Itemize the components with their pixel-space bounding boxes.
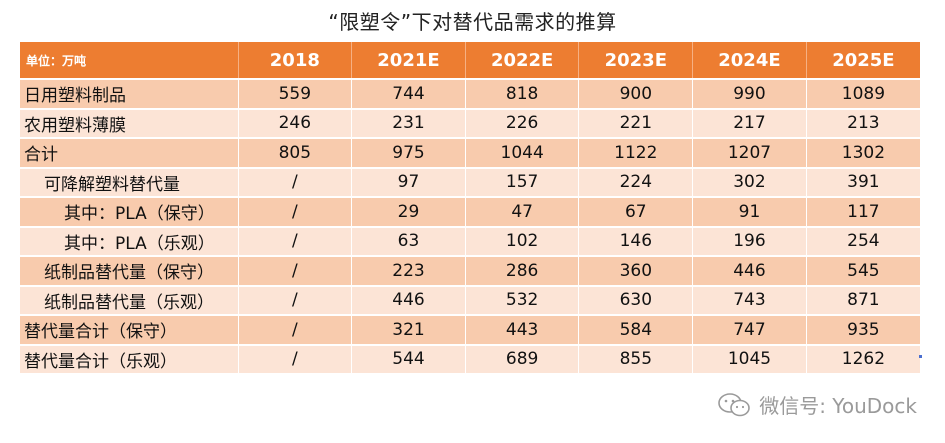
col-header: 2023E: [578, 42, 694, 79]
table-cell: 990: [692, 78, 807, 109]
table-row: 合计 805 975 1044 1122 1207 1302: [20, 137, 920, 168]
watermark-text: 微信号: YouDock: [759, 394, 917, 418]
table-cell: 246: [238, 107, 353, 138]
table-cell: 871: [806, 284, 920, 315]
table-cell: 975: [351, 137, 466, 168]
demand-table: 单位：万吨 2018 2021E 2022E 2023E 2024E 2025E…: [20, 42, 920, 373]
table-row: 纸制品替代量（保守） / 223 286 360 446 545: [20, 255, 920, 286]
table-cell: /: [238, 166, 353, 197]
table-cell: 855: [578, 343, 694, 373]
table-cell: 443: [465, 314, 580, 345]
table-cell: 584: [578, 314, 694, 345]
table-cell: 321: [351, 314, 466, 345]
table-row: 其中：PLA（保守） / 29 47 67 91 117: [20, 196, 920, 227]
table-row: 农用塑料薄膜 246 231 226 221 217 213: [20, 107, 920, 138]
table-cell: 67: [578, 196, 694, 227]
table-cell: 559: [238, 78, 353, 109]
table-cell: 231: [351, 107, 466, 138]
table-cell: 254: [806, 225, 920, 256]
table-cell: 1302: [806, 137, 920, 168]
table-cell: 747: [692, 314, 807, 345]
col-header: 2024E: [692, 42, 807, 79]
table-cell: 157: [465, 166, 580, 197]
table-cell: 1122: [578, 137, 694, 168]
table-cell: 213: [806, 107, 920, 138]
table-cell: /: [238, 343, 353, 373]
table-cell: 47: [465, 196, 580, 227]
table-cell: /: [238, 314, 353, 345]
table-cell: 935: [806, 314, 920, 345]
table-cell: 818: [465, 78, 580, 109]
table-cell: 545: [806, 255, 920, 286]
table-cell: 1089: [806, 78, 920, 109]
table-cell: 146: [578, 225, 694, 256]
table-cell: 1262: [806, 343, 920, 373]
table-cell: 532: [465, 284, 580, 315]
table-cell: 744: [351, 78, 466, 109]
table-cell: 196: [692, 225, 807, 256]
table-cell: 1207: [692, 137, 807, 168]
corner-marker: [919, 355, 922, 358]
table-cell: 226: [465, 107, 580, 138]
table-title: “限塑令”下对替代品需求的推算: [328, 10, 617, 34]
table-cell: /: [238, 255, 353, 286]
table-row: 其中：PLA（乐观） / 63 102 146 196 254: [20, 225, 920, 256]
table-cell: 286: [465, 255, 580, 286]
table-row: 替代量合计（乐观） / 544 689 855 1045 1262: [20, 343, 920, 373]
col-header: 2021E: [351, 42, 466, 79]
table-cell: /: [238, 196, 353, 227]
row-label: 日用塑料制品: [20, 78, 239, 109]
table-cell: 360: [578, 255, 694, 286]
table-cell: /: [238, 284, 353, 315]
table-cell: 446: [692, 255, 807, 286]
unit-label: 单位：万吨: [20, 42, 239, 79]
table-cell: 302: [692, 166, 807, 197]
table-row: 日用塑料制品 559 744 818 900 990 1089: [20, 78, 920, 109]
wechat-icon: [718, 392, 751, 416]
table-row: 纸制品替代量（乐观） / 446 532 630 743 871: [20, 284, 920, 315]
row-label: 替代量合计（保守）: [20, 314, 239, 345]
table-cell: 630: [578, 284, 694, 315]
table-cell: 1044: [465, 137, 580, 168]
col-header: 2022E: [465, 42, 580, 79]
table-cell: 805: [238, 137, 353, 168]
table-cell: 689: [465, 343, 580, 373]
table-cell: 102: [465, 225, 580, 256]
col-header: 2018: [238, 42, 353, 79]
table-cell: 63: [351, 225, 466, 256]
table-cell: 223: [351, 255, 466, 286]
table-cell: 97: [351, 166, 466, 197]
row-label: 其中：PLA（保守）: [20, 196, 239, 227]
table-cell: 221: [578, 107, 694, 138]
table-cell: 91: [692, 196, 807, 227]
table-header-row: 单位：万吨 2018 2021E 2022E 2023E 2024E 2025E: [20, 42, 920, 79]
row-label: 农用塑料薄膜: [20, 107, 239, 138]
table-cell: 544: [351, 343, 466, 373]
table-row: 可降解塑料替代量 / 97 157 224 302 391: [20, 166, 920, 197]
table-cell: 29: [351, 196, 466, 227]
table-cell: 446: [351, 284, 466, 315]
row-label: 其中：PLA（乐观）: [20, 225, 239, 256]
table-row: 替代量合计（保守） / 321 443 584 747 935: [20, 314, 920, 345]
table-cell: /: [238, 225, 353, 256]
table-cell: 743: [692, 284, 807, 315]
col-header: 2025E: [806, 42, 920, 79]
row-label: 可降解塑料替代量: [20, 166, 239, 197]
table-cell: 900: [578, 78, 694, 109]
row-label: 纸制品替代量（保守）: [20, 255, 239, 286]
row-label: 合计: [20, 137, 239, 168]
table-cell: 1045: [692, 343, 807, 373]
table-cell: 117: [806, 196, 920, 227]
table-cell: 224: [578, 166, 694, 197]
table-cell: 217: [692, 107, 807, 138]
row-label: 纸制品替代量（乐观）: [20, 284, 239, 315]
row-label: 替代量合计（乐观）: [20, 343, 239, 373]
table-cell: 391: [806, 166, 920, 197]
watermark: 微信号: YouDock: [717, 390, 917, 419]
